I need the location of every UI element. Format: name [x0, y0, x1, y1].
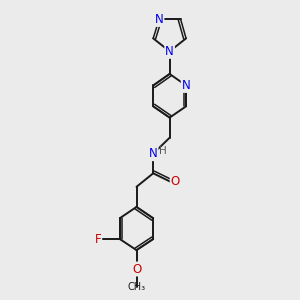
- Text: CH₃: CH₃: [128, 282, 146, 292]
- Text: F: F: [95, 232, 101, 246]
- Text: O: O: [171, 176, 180, 188]
- Text: N: N: [149, 147, 158, 160]
- Text: N: N: [165, 45, 174, 58]
- Text: O: O: [132, 262, 141, 275]
- Text: H: H: [159, 146, 166, 156]
- Text: N: N: [155, 13, 164, 26]
- Text: N: N: [182, 79, 190, 92]
